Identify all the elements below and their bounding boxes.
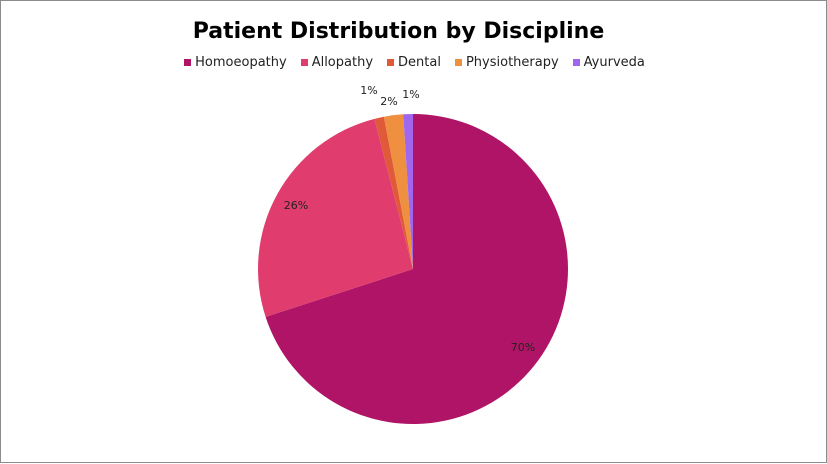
legend-label-homoeopathy: Homoeopathy [195, 55, 287, 70]
chart-legend: Homoeopathy Allopathy Dental Physiothera… [1, 55, 827, 70]
pie-slice-dental [374, 116, 413, 269]
legend-swatch-ayurveda [572, 59, 580, 66]
legend-label-allopathy: Allopathy [311, 55, 374, 70]
pie-slice-ayurveda [403, 114, 413, 269]
legend-item-ayurveda: Ayurveda [572, 55, 645, 70]
data-label-dental: 1% [360, 84, 377, 97]
pie-slice-homoeopathy [265, 114, 568, 424]
legend-swatch-homoeopathy [184, 59, 192, 66]
data-label-homoeopathy: 70% [511, 341, 535, 354]
data-label-ayurveda: 1% [402, 88, 419, 101]
legend-swatch-dental [387, 59, 395, 66]
legend-swatch-physiotherapy [454, 59, 462, 66]
data-label-allopathy: 26% [284, 199, 308, 212]
legend-item-homoeopathy: Homoeopathy [184, 55, 287, 70]
legend-item-physiotherapy: Physiotherapy [454, 55, 559, 70]
legend-item-dental: Dental [387, 55, 441, 70]
legend-label-dental: Dental [398, 55, 441, 70]
legend-item-allopathy: Allopathy [300, 55, 374, 70]
legend-label-ayurveda: Ayurveda [583, 55, 645, 70]
chart-title: Patient Distribution by Discipline [192, 19, 605, 44]
pie-slice-physiotherapy [383, 114, 413, 270]
legend-swatch-allopathy [300, 59, 308, 66]
pie-slice-allopathy [258, 118, 413, 317]
data-label-physiotherapy: 2% [380, 95, 397, 108]
legend-label-physiotherapy: Physiotherapy [465, 55, 559, 70]
